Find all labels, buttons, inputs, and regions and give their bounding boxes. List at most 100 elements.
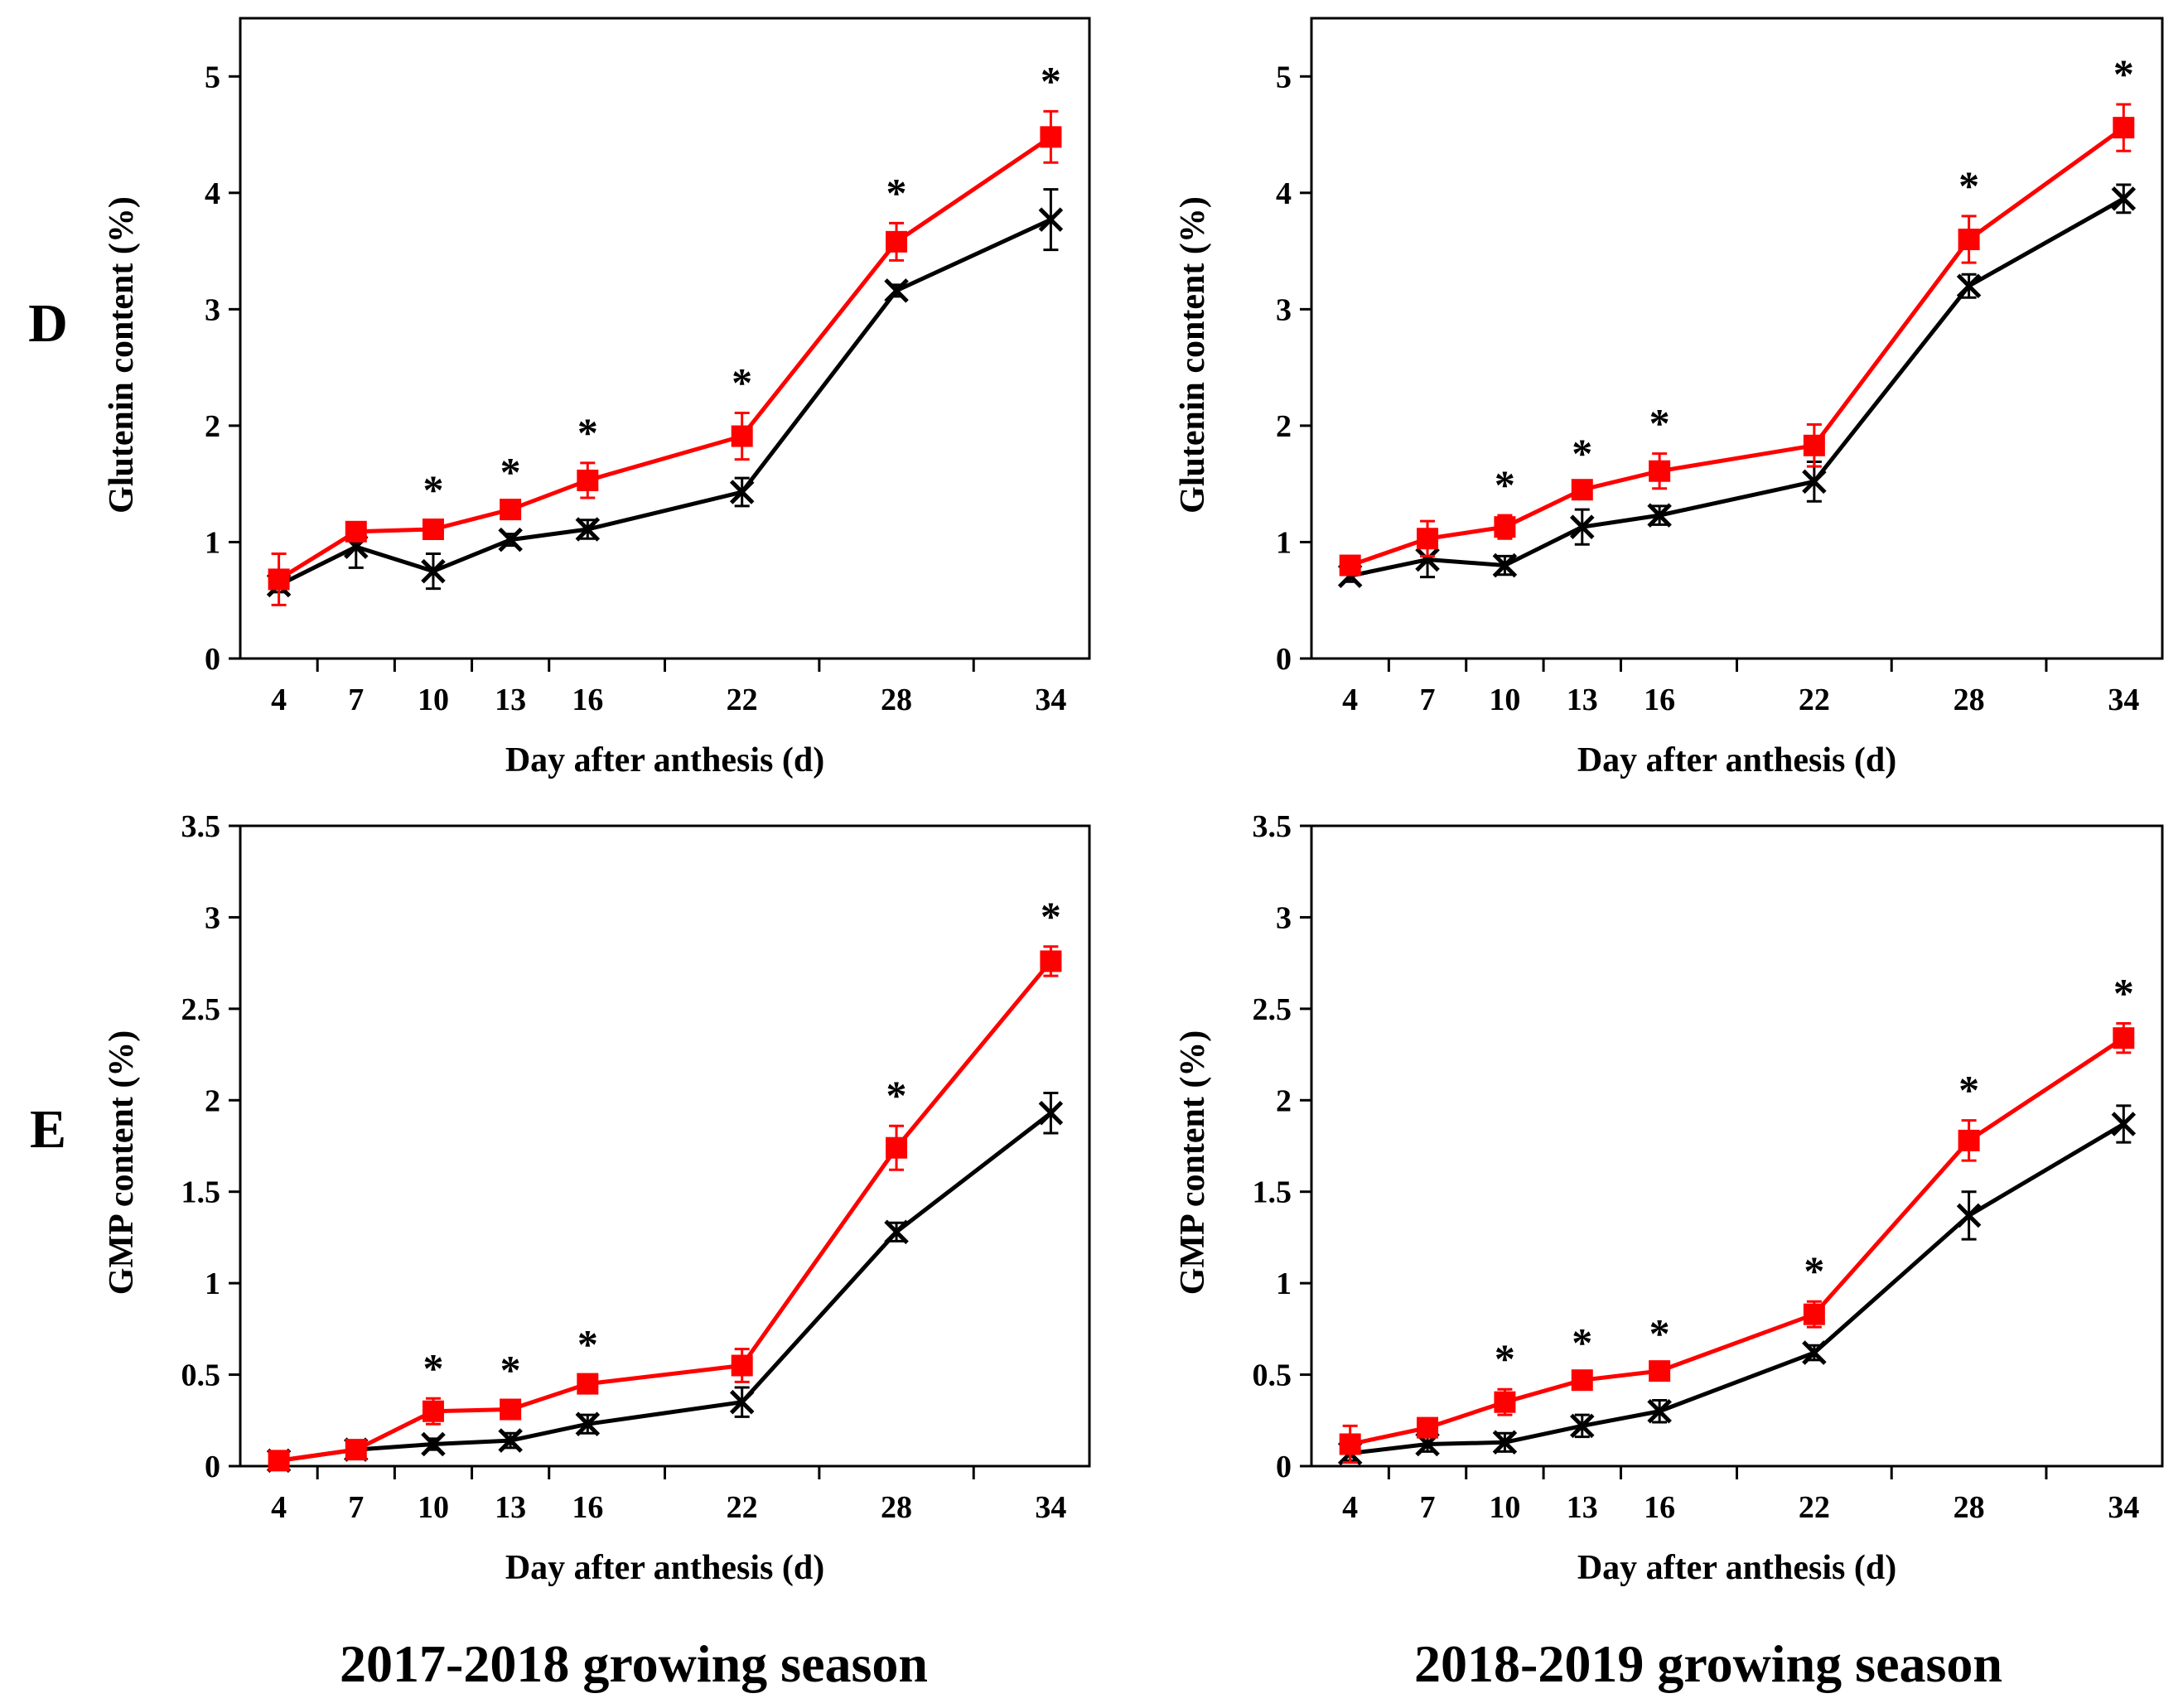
data-point-cross bbox=[884, 278, 909, 303]
y-tick-label: 3 bbox=[205, 900, 220, 935]
significance-star: * bbox=[886, 169, 907, 215]
data-point-cross bbox=[2111, 1112, 2137, 1136]
cross-stroke bbox=[729, 1389, 755, 1415]
x-tick-label: 10 bbox=[418, 683, 449, 717]
series-red-square bbox=[1339, 103, 2135, 577]
data-point-square bbox=[500, 1398, 522, 1421]
cross-stroke bbox=[1647, 503, 1672, 528]
data-point-square bbox=[577, 1373, 599, 1395]
cross-stroke bbox=[498, 1428, 523, 1453]
data-point-square bbox=[2113, 117, 2135, 139]
season-title-2017-2018: 2017-2018 growing season bbox=[340, 1634, 928, 1693]
data-point-cross bbox=[498, 527, 523, 552]
data-point-square bbox=[1803, 434, 1825, 456]
data-point-square bbox=[268, 1450, 290, 1472]
data-point-cross bbox=[1956, 273, 1982, 299]
series-line bbox=[1349, 126, 2125, 567]
x-tick-label: 13 bbox=[1567, 1490, 1598, 1525]
x-tick-label: 28 bbox=[881, 1490, 912, 1525]
x-tick-label: 16 bbox=[572, 1490, 603, 1525]
data-point-square bbox=[731, 425, 753, 447]
significance-star: * bbox=[1572, 430, 1592, 476]
x-tick-label: 28 bbox=[881, 683, 912, 717]
significance-star: * bbox=[2113, 970, 2134, 1016]
data-point-square bbox=[1571, 479, 1593, 501]
x-tick-label: 10 bbox=[1489, 683, 1520, 717]
y-tick-label: 3 bbox=[205, 292, 220, 327]
y-tick-label: 0 bbox=[205, 642, 220, 677]
y-tick-label: 3.5 bbox=[181, 809, 221, 844]
x-tick-label: 13 bbox=[495, 1490, 526, 1525]
series-line bbox=[278, 135, 1052, 581]
data-point-cross bbox=[421, 1431, 446, 1457]
data-point-cross bbox=[1570, 1413, 1595, 1439]
significance-star: * bbox=[886, 1072, 907, 1118]
cross-stroke bbox=[1802, 469, 1827, 495]
y-axis-title: GMP content (%) bbox=[1174, 1030, 1212, 1295]
y-tick-label: 3 bbox=[1276, 292, 1292, 327]
data-point-cross bbox=[1647, 1398, 1672, 1424]
y-tick-label: 1.5 bbox=[1253, 1175, 1292, 1210]
data-point-square bbox=[1494, 1391, 1516, 1413]
x-tick-label: 34 bbox=[1035, 1490, 1066, 1525]
season-title-2018-2019: 2018-2019 growing season bbox=[1414, 1634, 2002, 1693]
data-point-square bbox=[1571, 1369, 1593, 1392]
y-tick-label: 2 bbox=[1276, 1083, 1292, 1118]
significance-star: * bbox=[423, 466, 443, 513]
cross-stroke bbox=[1647, 1398, 1672, 1424]
x-tick-label: 22 bbox=[1799, 683, 1830, 717]
cross-stroke bbox=[2111, 1112, 2137, 1136]
y-tick-label: 3 bbox=[1276, 900, 1292, 935]
cross-stroke bbox=[1492, 1430, 1518, 1455]
data-point-square bbox=[1649, 1360, 1671, 1382]
x-tick-label: 22 bbox=[727, 683, 758, 717]
data-point-cross bbox=[729, 480, 755, 504]
data-point-square bbox=[577, 469, 599, 491]
data-point-square bbox=[1958, 1129, 1980, 1151]
y-tick-label: 1 bbox=[205, 1267, 220, 1301]
y-tick-label: 5 bbox=[205, 60, 220, 94]
significance-star: * bbox=[423, 1344, 443, 1391]
cross-stroke bbox=[2111, 186, 2137, 211]
data-point-cross bbox=[1492, 1430, 1518, 1455]
cross-stroke bbox=[729, 480, 755, 504]
y-tick-label: 1 bbox=[1276, 525, 1292, 560]
series-red-square bbox=[268, 109, 1062, 606]
y-tick-label: 5 bbox=[1276, 60, 1292, 94]
x-tick-label: 4 bbox=[1342, 683, 1358, 717]
cross-stroke bbox=[1570, 514, 1595, 539]
significance-star: * bbox=[1958, 162, 1979, 209]
y-tick-label: 1.5 bbox=[181, 1175, 221, 1210]
data-point-cross bbox=[1038, 1100, 1064, 1126]
y-tick-label: 2 bbox=[205, 1083, 220, 1118]
x-tick-label: 16 bbox=[1644, 683, 1675, 717]
y-axis-title: GMP content (%) bbox=[103, 1030, 141, 1295]
cross-stroke bbox=[884, 278, 909, 303]
y-tick-label: 2 bbox=[205, 409, 220, 444]
x-tick-label: 34 bbox=[2108, 1490, 2139, 1525]
x-axis-title: Day after anthesis (d) bbox=[505, 1549, 824, 1587]
x-tick-label: 10 bbox=[418, 1490, 449, 1525]
y-axis-title: Glutenin content (%) bbox=[103, 196, 141, 514]
x-tick-label: 28 bbox=[1954, 683, 1985, 717]
data-point-square bbox=[731, 1354, 753, 1377]
data-point-square bbox=[1417, 528, 1439, 550]
x-tick-label: 22 bbox=[727, 1490, 758, 1525]
significance-star: * bbox=[1041, 893, 1061, 939]
x-axis-title: Day after anthesis (d) bbox=[1577, 741, 1896, 779]
cross-stroke bbox=[1956, 1203, 1982, 1228]
x-tick-label: 16 bbox=[572, 683, 603, 717]
cross-stroke bbox=[1415, 547, 1440, 572]
data-point-cross bbox=[421, 558, 446, 584]
y-tick-label: 0 bbox=[205, 1450, 220, 1484]
significance-star: * bbox=[1649, 1310, 1670, 1356]
y-tick-label: 1 bbox=[205, 525, 220, 560]
y-tick-label: 0.5 bbox=[1253, 1358, 1292, 1393]
data-point-cross bbox=[498, 1428, 523, 1453]
x-tick-label: 13 bbox=[1567, 683, 1598, 717]
significance-star: * bbox=[1495, 461, 1515, 508]
cross-stroke bbox=[1570, 1413, 1595, 1439]
data-point-cross bbox=[1802, 1340, 1827, 1365]
